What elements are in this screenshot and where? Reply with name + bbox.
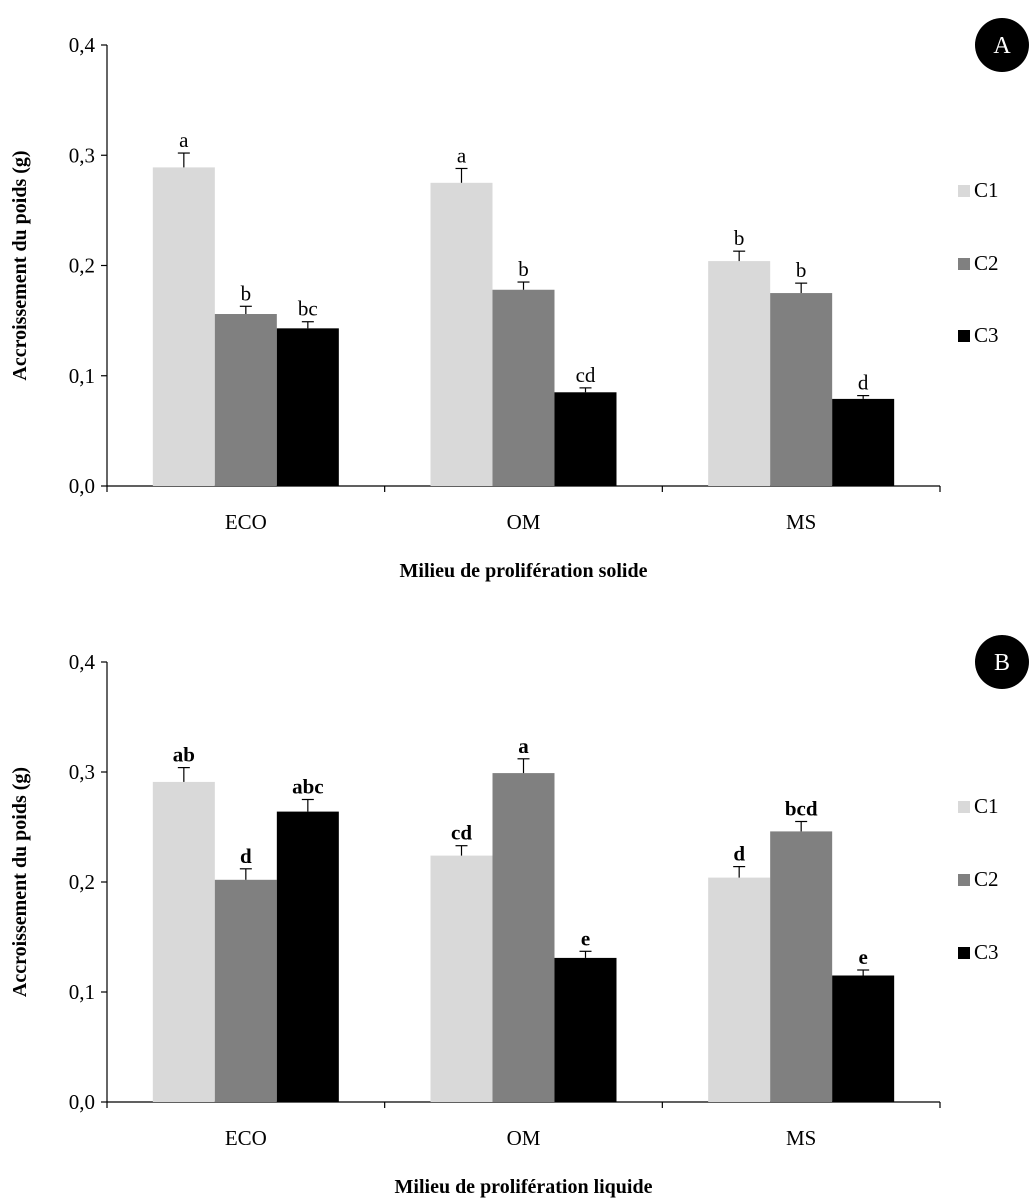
x-category-label: MS [786,510,816,534]
legend-label-C2: C2 [974,867,999,891]
bar-C1-OM [430,182,493,486]
y-tick-label: 0,1 [69,364,95,388]
bar-C2-OM [492,289,555,486]
legend-swatch-C2 [958,258,970,270]
panel-badge: A [975,18,1029,72]
y-tick-label: 0,3 [69,760,95,784]
significance-label: e [581,926,590,950]
legend: C1 C2 C3 [958,794,999,964]
significance-label: b [796,258,807,282]
legend-label-C1: C1 [974,794,999,818]
significance-label: e [859,945,868,969]
x-category-label: OM [507,510,541,534]
bar-C2-ECO [214,314,277,486]
x-category-label: OM [507,1126,541,1150]
bar-C1-MS [708,877,771,1102]
legend-swatch-C2 [958,874,970,886]
x-category-label: MS [786,1126,816,1150]
legend-swatch-C1 [958,185,970,197]
bar-C3-ECO [276,811,339,1102]
y-tick-label: 0,3 [69,143,95,167]
y-tick-label: 0,0 [69,1090,95,1114]
significance-label: cd [451,821,472,845]
bar-C2-MS [770,293,833,486]
y-tick-label: 0,1 [69,980,95,1004]
bar-C3-MS [832,975,895,1102]
legend-label-C3: C3 [974,940,999,964]
bar-C3-OM [554,957,617,1102]
bar-C2-OM [492,773,555,1102]
x-category-label: ECO [225,1126,267,1150]
significance-label: bc [298,297,318,321]
x-category-label: ECO [225,510,267,534]
panel-badge-circle [975,18,1029,72]
legend-label-C3: C3 [974,323,999,347]
legend: C1 C2 C3 [958,178,999,347]
legend-swatch-C3 [958,330,970,342]
significance-label: d [858,371,869,395]
significance-label: b [734,226,745,250]
bar-C2-ECO [214,879,277,1102]
bar-C2-MS [770,831,833,1102]
significance-label: d [240,844,252,868]
bar-C3-OM [554,392,617,486]
bar-C3-ECO [276,328,339,486]
x-axis-title: Milieu de prolifération solide [400,560,648,582]
legend-swatch-C1 [958,801,970,813]
bar-C1-OM [430,855,493,1102]
y-tick-label: 0,2 [69,254,95,278]
significance-label: cd [576,363,596,387]
y-tick-label: 0,0 [69,474,95,498]
bar-C1-MS [708,261,771,486]
bar-C3-MS [832,398,895,486]
significance-label: bcd [785,797,818,821]
x-axis-title: Milieu de prolifération liquide [395,1176,653,1198]
y-tick-label: 0,2 [69,870,95,894]
chart-panel-A: 0,0 0,1 0,2 0,3 0,4 ECO a b bc OM a b cd MS b b d Accrois… [9,18,1029,582]
panel-badge: B [975,635,1029,689]
chart-panel-B: 0,0 0,1 0,2 0,3 0,4 ECO ab d abc OM cd a e MS d bcd e Acc… [9,635,1029,1198]
y-tick-label: 0,4 [69,650,96,674]
significance-label: b [241,281,252,305]
y-axis-title: Accroissement du poids (g) [9,150,31,380]
legend-label-C2: C2 [974,251,999,275]
legend-swatch-C3 [958,947,970,959]
y-tick-label: 0,4 [69,33,96,57]
panel-badge-circle [975,635,1029,689]
panel-badge-label: B [994,650,1010,676]
bar-C1-ECO [152,781,215,1102]
panel-badge-label: A [993,33,1011,59]
significance-label: a [518,734,529,758]
significance-label: b [518,257,529,281]
legend-label-C1: C1 [974,178,999,202]
significance-label: ab [173,743,195,767]
bar-C1-ECO [152,167,215,486]
significance-label: abc [292,775,324,799]
significance-label: d [733,842,745,866]
y-axis-title: Accroissement du poids (g) [9,767,31,997]
significance-label: a [457,143,467,167]
significance-label: a [179,128,189,152]
